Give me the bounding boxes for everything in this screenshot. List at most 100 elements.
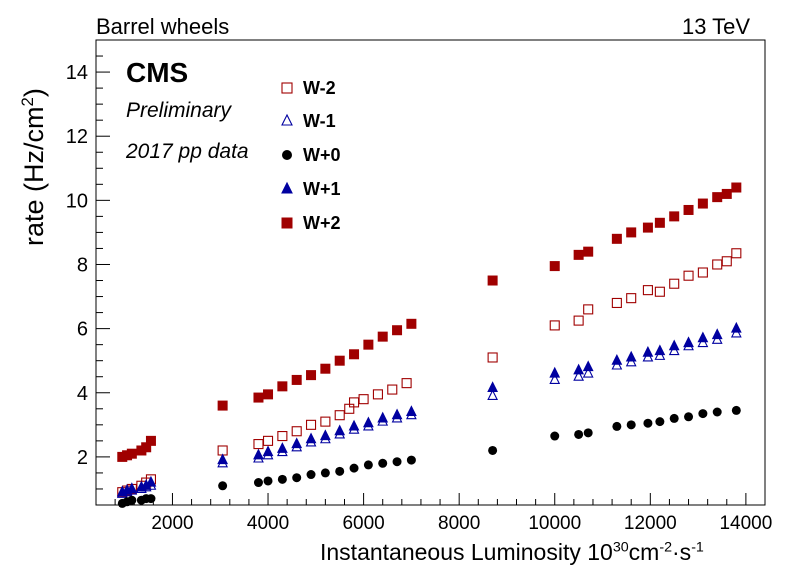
point-wp0 xyxy=(643,418,653,428)
point-wp1 xyxy=(126,482,138,494)
point-wm2 xyxy=(642,285,653,296)
x-tick-label: 2000 xyxy=(151,513,193,534)
point-wp0 xyxy=(127,495,137,505)
point-wp2 xyxy=(611,233,622,244)
point-wm2 xyxy=(401,378,412,389)
y-tick-label: 14 xyxy=(66,62,88,84)
point-wp1 xyxy=(668,339,680,351)
point-wp1 xyxy=(305,432,317,444)
point-wp1 xyxy=(611,353,623,365)
point-wp2 xyxy=(277,381,288,392)
x-tick-label: 12000 xyxy=(624,513,677,534)
point-wp0 xyxy=(574,429,584,439)
point-wp1 xyxy=(291,437,303,449)
point-wp2 xyxy=(320,363,331,374)
point-wp2 xyxy=(377,331,388,342)
legend-label-w0: W+0 xyxy=(303,145,341,165)
y-axis-label: rate (Hz/cm2) xyxy=(18,88,49,246)
point-wp2 xyxy=(291,374,302,385)
point-wp0 xyxy=(550,431,560,441)
point-wm1 xyxy=(582,366,594,378)
point-wm2 xyxy=(573,315,584,326)
dataset-label: 2017 pp data xyxy=(126,140,249,163)
point-wm2 xyxy=(721,256,732,267)
point-wm2 xyxy=(253,439,264,450)
x-tick-label: 8000 xyxy=(438,513,480,534)
y-tick-label: 2 xyxy=(77,447,88,469)
experiment-label: CMS xyxy=(126,57,189,88)
y-tick-label: 4 xyxy=(77,383,88,405)
point-wp0 xyxy=(626,420,636,430)
point-wp2 xyxy=(683,204,694,215)
point-wp1 xyxy=(253,448,264,460)
point-wp0 xyxy=(292,473,302,483)
y-tick-label: 8 xyxy=(77,254,88,276)
legend-markers xyxy=(281,82,293,229)
point-wm2 xyxy=(712,259,723,270)
point-wp0 xyxy=(698,409,708,419)
point-wp2 xyxy=(487,275,498,286)
point-wp1 xyxy=(377,411,389,423)
point-wp0 xyxy=(731,405,741,415)
point-wp2 xyxy=(253,392,264,403)
plot-frame xyxy=(95,39,766,506)
point-wp1 xyxy=(549,366,561,378)
legend-marker xyxy=(281,82,293,94)
x-tick-label: 10000 xyxy=(528,513,581,534)
point-wp1 xyxy=(573,363,585,375)
point-wp1 xyxy=(334,424,346,436)
point-wp1 xyxy=(654,344,666,356)
point-wp2 xyxy=(573,249,584,260)
point-wp1 xyxy=(319,429,331,441)
point-wp1 xyxy=(405,405,417,417)
legend-marker xyxy=(281,217,293,229)
point-wp2 xyxy=(349,349,360,360)
point-wm2 xyxy=(487,352,498,363)
point-wp2 xyxy=(549,261,560,272)
point-wm2 xyxy=(358,394,369,405)
point-wp1 xyxy=(362,416,374,428)
point-wp2 xyxy=(306,370,317,381)
point-wp0 xyxy=(349,463,359,473)
x-tick-label: 14000 xyxy=(719,513,772,534)
point-wm2 xyxy=(348,397,360,408)
point-wp1 xyxy=(642,345,654,357)
point-wp0 xyxy=(392,457,402,467)
point-wp2 xyxy=(626,227,637,238)
point-wm2 xyxy=(320,416,331,427)
point-wm2 xyxy=(697,267,708,278)
y-tick-label: 6 xyxy=(77,319,88,341)
point-wp1 xyxy=(730,321,742,333)
y-tick-label: 12 xyxy=(66,126,88,148)
header-left: Barrel wheels xyxy=(96,14,230,39)
point-wp0 xyxy=(612,421,622,431)
header-right: 13 TeV xyxy=(682,14,751,39)
point-wm2 xyxy=(669,278,680,289)
point-wm2 xyxy=(262,435,274,446)
point-wp0 xyxy=(263,476,273,486)
point-wp0 xyxy=(306,470,316,480)
point-wp2 xyxy=(583,246,594,257)
point-wm2 xyxy=(583,304,594,315)
point-wp2 xyxy=(126,448,137,459)
point-wp0 xyxy=(378,458,388,468)
point-wp2 xyxy=(642,222,653,233)
status-label: Preliminary xyxy=(126,99,232,122)
point-wp1 xyxy=(276,442,288,453)
point-wp1 xyxy=(711,328,723,340)
point-wp2 xyxy=(334,355,345,366)
point-wp1 xyxy=(348,419,360,431)
point-wp1 xyxy=(487,381,499,392)
point-wp0 xyxy=(335,466,345,476)
data-points xyxy=(116,182,742,508)
point-wm2 xyxy=(291,426,302,437)
point-wm2 xyxy=(654,286,665,297)
point-wp0 xyxy=(320,468,330,478)
legend-marker xyxy=(281,113,293,126)
legend-label-w1: W+1 xyxy=(303,179,341,199)
point-wp0 xyxy=(655,417,665,427)
point-wp0 xyxy=(253,478,263,488)
point-wp2 xyxy=(721,188,732,199)
point-wp2 xyxy=(669,211,680,222)
